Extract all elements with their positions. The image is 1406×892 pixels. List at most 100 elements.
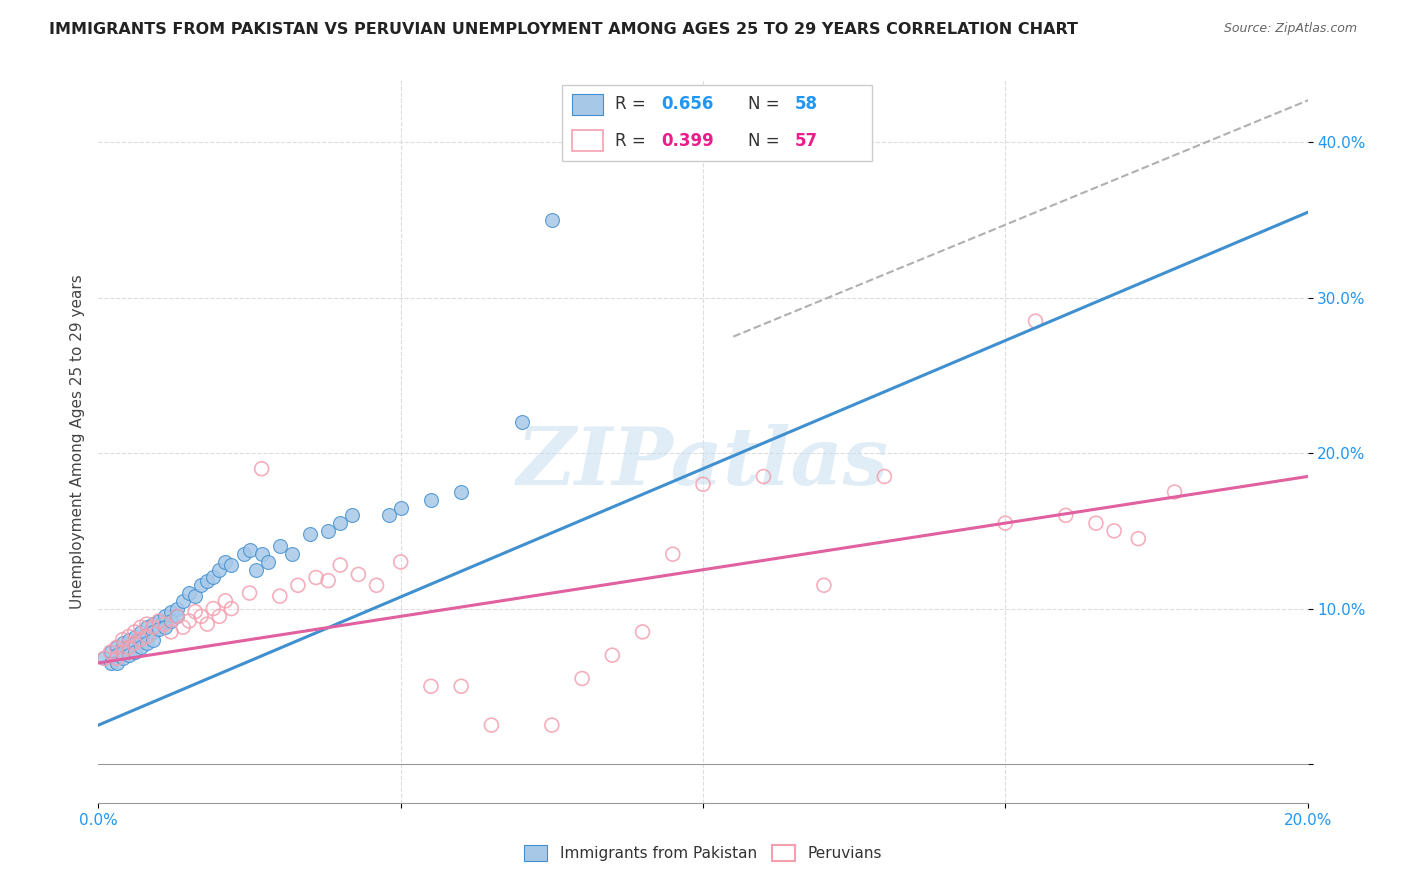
- Point: [389, 500, 412, 515]
- Point: [214, 594, 236, 608]
- Point: [129, 624, 152, 639]
- Point: [160, 605, 183, 619]
- Point: [111, 651, 134, 665]
- Point: [1024, 314, 1046, 328]
- Point: [1163, 485, 1185, 500]
- Point: [129, 640, 152, 655]
- Point: [299, 527, 322, 541]
- Point: [118, 640, 141, 655]
- Point: [250, 547, 273, 561]
- Point: [305, 570, 328, 584]
- Point: [142, 617, 165, 632]
- Point: [124, 636, 146, 650]
- Text: R =: R =: [614, 95, 651, 113]
- Point: [179, 586, 201, 600]
- Point: [377, 508, 399, 523]
- Point: [221, 601, 243, 615]
- Point: [166, 601, 188, 615]
- Point: [166, 609, 188, 624]
- Point: [160, 624, 183, 639]
- Point: [142, 624, 165, 639]
- Point: [135, 628, 157, 642]
- Bar: [572, 94, 603, 115]
- Point: [420, 679, 443, 693]
- Text: 0.399: 0.399: [661, 132, 714, 150]
- Point: [105, 648, 128, 663]
- Point: [540, 213, 562, 227]
- Point: [1128, 532, 1150, 546]
- Point: [1085, 516, 1108, 530]
- Legend: Immigrants from Pakistan, Peruvians: Immigrants from Pakistan, Peruvians: [519, 839, 887, 867]
- Point: [208, 563, 231, 577]
- Point: [111, 632, 134, 647]
- Point: [420, 492, 443, 507]
- Point: [202, 570, 225, 584]
- Point: [245, 563, 267, 577]
- Point: [366, 578, 388, 592]
- Text: R =: R =: [614, 132, 651, 150]
- Point: [389, 555, 412, 569]
- Point: [111, 645, 134, 659]
- Point: [148, 614, 170, 628]
- Point: [347, 567, 370, 582]
- Point: [202, 601, 225, 615]
- Point: [316, 524, 339, 538]
- Point: [100, 645, 122, 659]
- Point: [195, 617, 218, 632]
- Point: [135, 620, 157, 634]
- Point: [571, 672, 593, 686]
- Point: [631, 624, 654, 639]
- Point: [873, 469, 896, 483]
- Point: [450, 485, 472, 500]
- Point: [135, 617, 157, 632]
- Point: [232, 547, 254, 561]
- Point: [342, 508, 364, 523]
- Point: [105, 656, 128, 670]
- Point: [661, 547, 683, 561]
- Point: [100, 656, 122, 670]
- Point: [250, 461, 273, 475]
- Point: [179, 614, 201, 628]
- Point: [129, 632, 152, 647]
- Point: [602, 648, 624, 663]
- Point: [129, 620, 152, 634]
- Point: [752, 469, 775, 483]
- Bar: [572, 130, 603, 152]
- Y-axis label: Unemployment Among Ages 25 to 29 years: Unemployment Among Ages 25 to 29 years: [69, 274, 84, 609]
- Text: IMMIGRANTS FROM PAKISTAN VS PERUVIAN UNEMPLOYMENT AMONG AGES 25 TO 29 YEARS CORR: IMMIGRANTS FROM PAKISTAN VS PERUVIAN UNE…: [49, 22, 1078, 37]
- Point: [269, 540, 291, 554]
- Point: [208, 609, 231, 624]
- Point: [118, 630, 141, 644]
- Point: [287, 578, 309, 592]
- Point: [124, 636, 146, 650]
- Point: [994, 516, 1017, 530]
- Point: [166, 609, 188, 624]
- Point: [692, 477, 714, 491]
- FancyBboxPatch shape: [562, 85, 872, 161]
- Point: [148, 622, 170, 636]
- Point: [124, 624, 146, 639]
- Point: [135, 630, 157, 644]
- Point: [172, 620, 194, 634]
- Point: [316, 574, 339, 588]
- Point: [1054, 508, 1077, 523]
- Text: Source: ZipAtlas.com: Source: ZipAtlas.com: [1223, 22, 1357, 36]
- Text: 0.656: 0.656: [661, 95, 714, 113]
- Point: [160, 614, 183, 628]
- Point: [190, 609, 212, 624]
- Point: [93, 651, 115, 665]
- Point: [184, 589, 207, 603]
- Point: [142, 632, 165, 647]
- Point: [184, 605, 207, 619]
- Point: [214, 555, 236, 569]
- Text: N =: N =: [748, 95, 785, 113]
- Point: [221, 558, 243, 572]
- Text: 58: 58: [794, 95, 817, 113]
- Point: [105, 640, 128, 655]
- Point: [111, 636, 134, 650]
- Text: N =: N =: [748, 132, 785, 150]
- Point: [142, 620, 165, 634]
- Point: [105, 640, 128, 655]
- Text: ZIPatlas: ZIPatlas: [517, 425, 889, 502]
- Point: [153, 617, 176, 632]
